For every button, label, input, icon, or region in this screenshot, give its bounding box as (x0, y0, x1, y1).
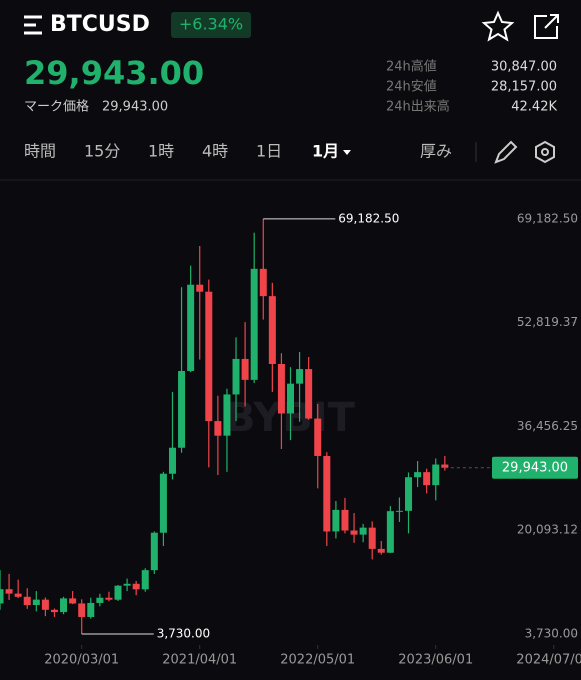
candle-body (223, 394, 231, 436)
candle-body (395, 510, 403, 512)
mark-price: 29,943.00 (102, 100, 168, 115)
candle-body (132, 583, 140, 590)
candle-body (196, 284, 204, 292)
timeframe-tab[interactable]: 時間 (24, 142, 56, 161)
stat-label: 24h安値 (386, 79, 437, 95)
timeframe-tab[interactable]: 1時 (148, 142, 174, 161)
mark-label: マーク価格 (24, 99, 89, 115)
candle-body (341, 509, 349, 531)
candle-body (87, 602, 95, 617)
settings-icon[interactable] (535, 140, 555, 164)
extreme-label: 69,182.50 (338, 211, 399, 225)
candle-body (141, 570, 149, 590)
candle-body (423, 472, 431, 486)
candle-body (23, 596, 31, 606)
candle-body (414, 472, 422, 478)
candle-body (32, 599, 40, 606)
candle-body (205, 291, 213, 422)
timeframe-tab[interactable]: 4時 (202, 142, 228, 161)
candle-body (50, 609, 58, 613)
share-icon[interactable] (534, 14, 559, 39)
candle-body (332, 509, 340, 532)
candle-body (377, 548, 385, 553)
candle-body (168, 447, 176, 474)
stat-label: 24h出来高 (386, 99, 450, 115)
candle-body (123, 583, 131, 586)
candle-body (159, 473, 167, 533)
timeframe-tab[interactable]: 厚み (420, 142, 452, 161)
candle-body (187, 284, 195, 371)
x-tick-label: 2023/06/01 (398, 653, 473, 668)
extreme-label: 3,730.00 (157, 627, 210, 641)
last-price-tag (492, 456, 578, 479)
symbol[interactable]: BTCUSD (50, 12, 150, 37)
y-tick-label: 36,456.25 (517, 419, 578, 433)
y-tick-label: 52,819.37 (517, 315, 578, 329)
change: +6.34% (179, 15, 243, 34)
candle-body (277, 363, 285, 414)
stat-value: 30,847.00 (491, 60, 557, 75)
last-price-label: 29,943.00 (502, 460, 568, 475)
candle-body (359, 527, 367, 535)
candle-body (259, 268, 267, 297)
timeframe-tab[interactable]: 1月 (312, 142, 339, 161)
star-icon[interactable] (481, 10, 515, 42)
candle-body (178, 370, 186, 448)
timeframe-tab[interactable]: 1日 (256, 142, 282, 161)
candle-body (305, 369, 313, 419)
y-tick-label: 3,730.00 (525, 627, 578, 641)
candle-body (214, 421, 222, 436)
x-tick-label: 2022/05/01 (280, 653, 355, 668)
candle-body (323, 455, 331, 532)
candle-body (60, 598, 68, 613)
candle-body (250, 268, 258, 380)
candle-body (432, 464, 440, 486)
candle-body (41, 599, 49, 610)
candle-body (405, 477, 413, 511)
candle-body (241, 358, 249, 380)
candle-body (96, 597, 104, 603)
stat-value: 42.42K (511, 100, 557, 115)
price: 29,943.00 (24, 54, 204, 92)
candle-body (5, 589, 13, 594)
candle-body (150, 532, 158, 571)
y-tick-label: 69,182.50 (517, 211, 578, 225)
candle-body (287, 383, 294, 414)
candle-body (350, 530, 358, 535)
pencil-icon[interactable] (494, 140, 518, 164)
y-tick-label: 20,093.12 (517, 523, 578, 537)
timeframe-tab[interactable]: 15分 (84, 142, 120, 161)
candle-body (14, 593, 22, 597)
candle-body (314, 418, 322, 456)
x-tick-label: 2020/03/01 (44, 653, 119, 668)
stat-label: 24h高値 (386, 59, 437, 75)
candle-body (268, 296, 276, 364)
candle-body (386, 511, 394, 553)
x-tick-label: 2021/04/01 (162, 653, 237, 668)
candle-body (368, 527, 376, 549)
candle-body (78, 603, 86, 617)
candle-body (232, 358, 240, 395)
menu-icon[interactable] (24, 15, 42, 35)
stat-value: 28,157.00 (491, 80, 557, 95)
candle-body (114, 585, 122, 600)
change-badge (171, 12, 251, 38)
dropdown-arrow (343, 150, 351, 155)
x-tick-label: 2024/07/01 (516, 653, 581, 668)
candle-body (69, 598, 77, 604)
candle-body (105, 597, 113, 600)
candle-body (296, 369, 304, 384)
candle-body (0, 589, 4, 604)
candle-body (441, 464, 449, 468)
